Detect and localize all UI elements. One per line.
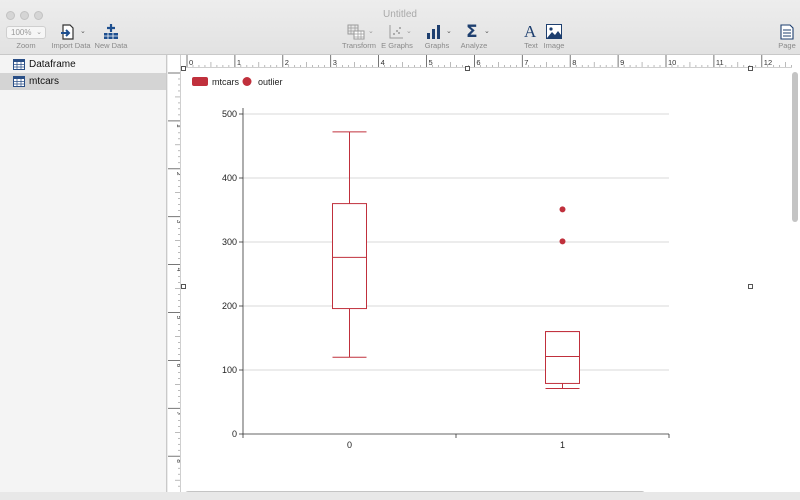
box-1 bbox=[545, 206, 580, 390]
zoom-value: 100% bbox=[11, 28, 32, 37]
ruler-label: 7 bbox=[524, 58, 528, 67]
new-data-label: New Data bbox=[94, 41, 128, 50]
horizontal-ruler: 0 1 2 3 4 5 6 7 8 9 10 11 12 bbox=[168, 55, 792, 68]
page-icon bbox=[780, 24, 794, 40]
ruler-label: 6 bbox=[476, 58, 480, 67]
close-window-button[interactable] bbox=[6, 11, 15, 20]
x-tick-label: 1 bbox=[560, 440, 565, 450]
page-button[interactable] bbox=[780, 24, 794, 45]
legend-swatch-outlier bbox=[242, 77, 252, 86]
e-graphs-button[interactable] bbox=[388, 24, 404, 45]
ruler-label: 1 bbox=[237, 58, 241, 67]
chart-legend: mtcars outlier bbox=[192, 77, 283, 87]
transform-icon bbox=[347, 24, 365, 40]
resize-handle[interactable] bbox=[465, 66, 470, 71]
zoom-select[interactable]: 100% ⌄ bbox=[6, 26, 46, 39]
sidebar-item-label: mtcars bbox=[29, 76, 59, 87]
sidebar-item-label: Dataframe bbox=[29, 59, 76, 70]
text-a-icon: A bbox=[524, 22, 537, 41]
box-0 bbox=[332, 131, 367, 358]
ruler-label: 5 bbox=[429, 58, 433, 67]
transform-label: Transform bbox=[342, 41, 376, 50]
new-data-button[interactable] bbox=[103, 24, 119, 45]
resize-handle[interactable] bbox=[748, 66, 753, 71]
sidebar-item-dataframe[interactable]: Dataframe bbox=[0, 56, 166, 73]
chevron-down-icon: ⌄ bbox=[80, 28, 86, 35]
analyze-label: Analyze bbox=[460, 41, 488, 50]
legend-label-outlier: outlier bbox=[258, 77, 283, 87]
analyze-button[interactable]: Σ bbox=[466, 22, 478, 42]
graphs-button[interactable] bbox=[426, 24, 444, 45]
chevron-down-icon: ⌄ bbox=[406, 28, 412, 35]
vertical-scrollbar[interactable] bbox=[792, 72, 798, 222]
box-iqr bbox=[332, 203, 367, 310]
scatter-plot-icon bbox=[389, 25, 403, 39]
legend-swatch-mtcars bbox=[192, 77, 208, 86]
import-data-button[interactable] bbox=[60, 24, 76, 45]
ruler-label: 9 bbox=[620, 58, 624, 67]
e-graphs-label: E Graphs bbox=[381, 41, 413, 50]
import-icon bbox=[61, 24, 74, 40]
ruler-label: 6 bbox=[175, 364, 181, 368]
box-iqr bbox=[545, 331, 580, 384]
transform-button[interactable] bbox=[347, 24, 365, 45]
ruler-label: 0 bbox=[189, 58, 193, 67]
graph-page[interactable]: mtcars outlier 0 100 200 300 400 500 0 1 bbox=[183, 68, 798, 488]
ruler-label: 10 bbox=[668, 58, 676, 67]
vertical-ruler: 1 2 3 4 5 6 7 8 bbox=[168, 55, 181, 492]
ruler-label: 12 bbox=[764, 58, 772, 67]
box-plot-chart[interactable]: mtcars outlier 0 100 200 300 400 500 0 1 bbox=[183, 68, 798, 488]
outlier-point bbox=[559, 206, 566, 213]
text-label: Text bbox=[524, 41, 538, 50]
ruler-label: 2 bbox=[285, 58, 289, 67]
sigma-icon: Σ bbox=[466, 22, 478, 42]
page-label: Page bbox=[778, 41, 796, 50]
zoom-window-button[interactable] bbox=[34, 11, 43, 20]
y-tick-label: 100 bbox=[222, 365, 237, 375]
ruler-label: 8 bbox=[175, 459, 181, 463]
new-data-icon bbox=[104, 24, 118, 39]
table-icon bbox=[13, 59, 25, 70]
text-button[interactable]: A bbox=[524, 22, 536, 42]
ruler-label: 3 bbox=[333, 58, 337, 67]
outlier-point bbox=[559, 238, 566, 245]
table-icon bbox=[13, 76, 25, 87]
ruler-label: 3 bbox=[175, 220, 181, 224]
chevron-down-icon: ⌄ bbox=[446, 28, 452, 35]
x-tick-label: 0 bbox=[347, 440, 352, 450]
resize-handle[interactable] bbox=[181, 284, 186, 289]
graphs-label: Graphs bbox=[424, 41, 450, 50]
ruler-label: 4 bbox=[381, 58, 385, 67]
import-data-label: Import Data bbox=[51, 41, 91, 50]
data-sidebar: Dataframe mtcars bbox=[0, 55, 167, 492]
image-label: Image bbox=[543, 41, 565, 50]
ruler-label: 5 bbox=[175, 316, 181, 320]
sidebar-item-mtcars[interactable]: mtcars bbox=[0, 73, 166, 90]
y-tick-label: 500 bbox=[222, 109, 237, 119]
y-tick-label: 300 bbox=[222, 237, 237, 247]
ruler-label: 1 bbox=[175, 124, 181, 128]
legend-label-mtcars: mtcars bbox=[212, 77, 240, 87]
image-icon bbox=[546, 24, 562, 39]
toolbar: Untitled 100% ⌄ Zoom ⌄ Import Data New D… bbox=[0, 0, 800, 55]
chevron-down-icon: ⌄ bbox=[368, 28, 374, 35]
y-tick-label: 0 bbox=[232, 429, 237, 439]
ruler-label: 7 bbox=[175, 411, 181, 415]
y-tick-label: 400 bbox=[222, 173, 237, 183]
window-title: Untitled bbox=[383, 9, 417, 20]
ruler-label: 2 bbox=[175, 172, 181, 176]
minimize-window-button[interactable] bbox=[20, 11, 29, 20]
zoom-label: Zoom bbox=[16, 41, 36, 50]
chevron-down-icon: ⌄ bbox=[36, 29, 42, 36]
ruler-label: 8 bbox=[572, 58, 576, 67]
y-tick-label: 200 bbox=[222, 301, 237, 311]
ruler-label: 11 bbox=[716, 58, 724, 67]
ruler-label: 4 bbox=[175, 268, 181, 272]
image-button[interactable] bbox=[546, 24, 562, 44]
resize-handle[interactable] bbox=[748, 284, 753, 289]
chevron-down-icon: ⌄ bbox=[484, 28, 490, 35]
bar-chart-icon bbox=[427, 25, 440, 39]
resize-handle[interactable] bbox=[181, 66, 186, 71]
bottom-bar bbox=[0, 492, 800, 500]
